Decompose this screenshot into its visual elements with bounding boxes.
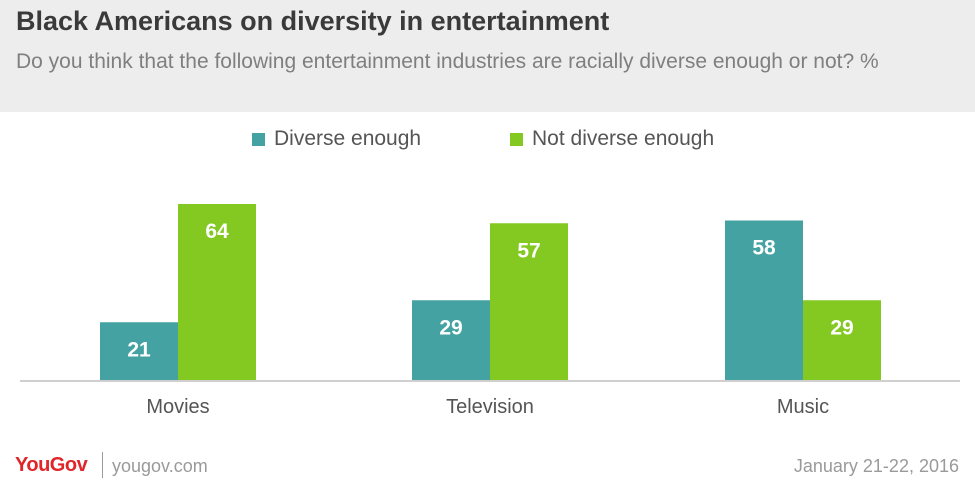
legend-swatch-not-diverse-enough — [510, 132, 523, 146]
legend-item-diverse-enough: Diverse enough — [252, 127, 421, 151]
chart-title: Black Americans on diversity in entertai… — [16, 6, 610, 36]
footer-divider — [102, 452, 103, 478]
data-label-music-diverse-enough: 58 — [752, 237, 776, 260]
header-banner: Black Americans on diversity in entertai… — [0, 0, 975, 112]
data-label-movies-diverse-enough: 21 — [127, 338, 151, 361]
bar-chart: 21 64 Movies 29 57 Television 58 29 Music — [20, 204, 960, 418]
data-label-movies-not-diverse-enough: 64 — [205, 220, 229, 243]
bar-television-not-diverse-enough — [490, 223, 568, 380]
data-label-television-diverse-enough: 29 — [439, 316, 462, 339]
legend: Diverse enough Not diverse enough — [0, 127, 975, 155]
footer-date: January 21-22, 2016 — [793, 456, 959, 476]
legend-label-diverse-enough: Diverse enough — [274, 127, 422, 150]
category-label-music: Music — [777, 396, 829, 418]
bar-music-not-diverse-enough — [803, 300, 881, 380]
data-label-music-not-diverse-enough: 29 — [830, 316, 853, 339]
bar-television-diverse-enough — [412, 300, 490, 380]
footer-site-link[interactable]: yougov.com — [112, 456, 208, 476]
bar-music-diverse-enough — [725, 220, 803, 380]
legend-label-not-diverse-enough: Not diverse enough — [532, 127, 715, 150]
bar-movies-diverse-enough — [100, 322, 178, 380]
yougov-logo: YouGov — [15, 454, 88, 476]
category-label-movies: Movies — [146, 396, 209, 418]
chart-subtitle: Do you think that the following entertai… — [16, 50, 879, 73]
data-label-television-not-diverse-enough: 57 — [517, 239, 540, 262]
bar-movies-not-diverse-enough — [178, 204, 256, 380]
legend-item-not-diverse-enough: Not diverse enough — [510, 127, 714, 151]
legend-swatch-diverse-enough — [252, 132, 265, 146]
category-label-television: Television — [446, 396, 534, 418]
